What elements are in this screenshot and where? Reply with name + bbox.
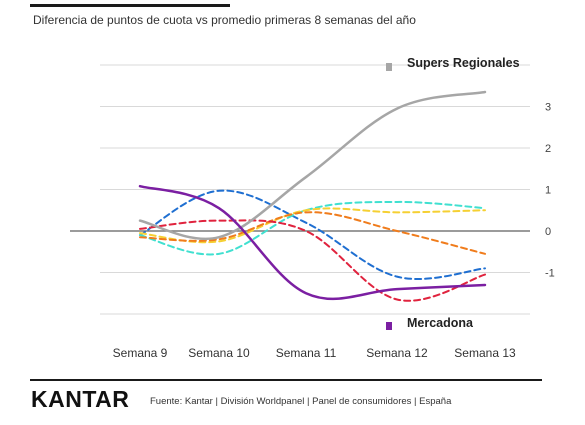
series-line: [139, 207, 486, 244]
bottom-rule: [30, 379, 542, 381]
y-tick-label: 1: [545, 185, 551, 197]
x-tick-label: Semana 11: [276, 346, 337, 360]
x-tick-label: Semana 13: [454, 346, 516, 360]
kantar-logo: KANTAR: [31, 386, 130, 412]
series-line: [139, 219, 486, 302]
series-line: [139, 211, 486, 255]
x-tick-label: Semana 12: [366, 346, 428, 360]
y-tick-label: 3: [545, 102, 551, 114]
legend-swatch: [386, 63, 392, 71]
series-annotation: Mercadona: [407, 316, 474, 330]
y-tick-label: 0: [545, 226, 551, 238]
x-tick-label: Semana 9: [113, 346, 168, 360]
source-note: Fuente: Kantar | División Worldpanel | P…: [150, 396, 452, 407]
chart-title: Diferencia de puntos de cuota vs promedi…: [33, 13, 416, 27]
series-line: [139, 200, 486, 256]
series-line: [138, 90, 487, 240]
y-tick-label: -1: [545, 268, 555, 280]
top-rule: [30, 4, 230, 7]
x-tick-label: Semana 10: [188, 346, 250, 360]
legend-swatch: [386, 322, 392, 330]
series-line: [138, 184, 487, 301]
series-line: [139, 189, 486, 280]
y-tick-label: 2: [545, 143, 551, 155]
series-annotation: Supers Regionales: [407, 56, 520, 70]
